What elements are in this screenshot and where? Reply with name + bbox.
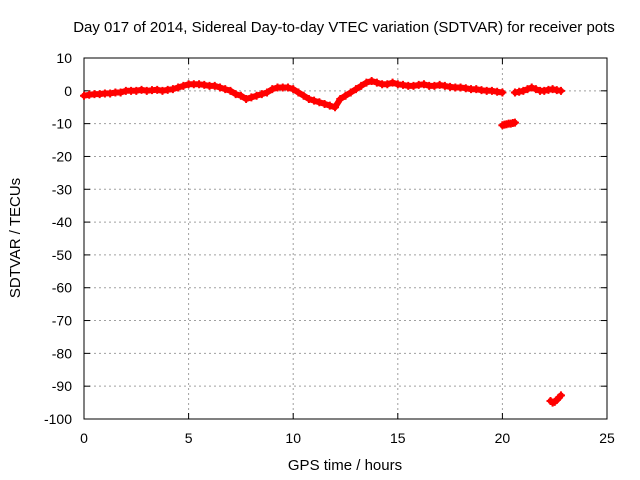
plot-frame <box>83 57 608 420</box>
data-point <box>231 90 240 99</box>
data-series <box>80 76 565 407</box>
y-tick-label: -20 <box>52 148 72 164</box>
data-point <box>346 88 355 97</box>
data-point <box>351 85 360 94</box>
data-point <box>372 78 381 87</box>
data-point <box>510 118 519 127</box>
data-point <box>383 80 392 89</box>
data-point <box>226 86 235 95</box>
x-axis-title: GPS time / hours <box>288 457 402 474</box>
data-point <box>304 95 313 104</box>
y-tick-label: -100 <box>44 411 72 427</box>
y-tick-label: -40 <box>52 214 72 230</box>
y-tick-label: -80 <box>52 345 72 361</box>
data-point <box>247 93 256 102</box>
data-point <box>498 88 507 97</box>
data-point <box>179 81 188 90</box>
data-point <box>315 98 324 107</box>
data-point <box>527 83 536 92</box>
x-tick-label: 15 <box>390 430 406 446</box>
data-point <box>210 81 219 90</box>
data-point <box>236 91 245 100</box>
data-point <box>174 83 183 92</box>
data-point <box>531 85 540 94</box>
data-point <box>523 85 532 94</box>
data-point <box>419 80 428 89</box>
y-tick-label: -10 <box>52 116 72 132</box>
x-tick-label: 10 <box>285 430 301 446</box>
data-point <box>320 99 329 108</box>
data-point <box>556 391 565 400</box>
y-tick-label: 0 <box>64 83 72 99</box>
data-point <box>294 88 303 97</box>
axis-ticks: 10 0 -10 -20 -30 -40 -50 -60 -70 -80 -90 -100 0 5 10 15… <box>44 50 615 446</box>
data-point <box>242 95 251 104</box>
y-tick-label: -90 <box>52 378 72 394</box>
x-tick-label: 25 <box>599 430 615 446</box>
data-point <box>325 101 334 110</box>
data-point <box>388 78 397 87</box>
data-point <box>257 90 266 99</box>
chart-title: Day 017 of 2014, Sidereal Day-to-day VTE… <box>73 19 615 36</box>
x-tick-label: 5 <box>185 430 193 446</box>
data-point <box>116 88 125 97</box>
data-point <box>168 85 177 94</box>
y-tick-label: -70 <box>52 313 72 329</box>
y-tick-label: -60 <box>52 280 72 296</box>
data-point <box>331 103 340 112</box>
data-point <box>336 95 345 104</box>
data-point <box>357 81 366 90</box>
data-point <box>310 96 319 105</box>
data-point <box>367 76 376 85</box>
grid <box>84 58 607 419</box>
y-axis-title: SDTVAR / TECUs <box>7 178 24 298</box>
x-tick-label: 0 <box>80 430 88 446</box>
x-tick-label: 20 <box>495 430 511 446</box>
data-point <box>263 88 272 97</box>
y-tick-label: -50 <box>52 247 72 263</box>
data-point <box>283 83 292 92</box>
data-point <box>299 91 308 100</box>
data-point <box>221 85 230 94</box>
data-point <box>556 86 565 95</box>
data-point <box>268 85 277 94</box>
y-tick-label: 10 <box>56 50 72 66</box>
data-point <box>519 86 528 95</box>
data-point <box>341 91 350 100</box>
y-tick-label: -30 <box>52 181 72 197</box>
data-point <box>362 78 371 87</box>
data-point <box>289 85 298 94</box>
data-point <box>252 91 261 100</box>
data-point <box>215 83 224 92</box>
